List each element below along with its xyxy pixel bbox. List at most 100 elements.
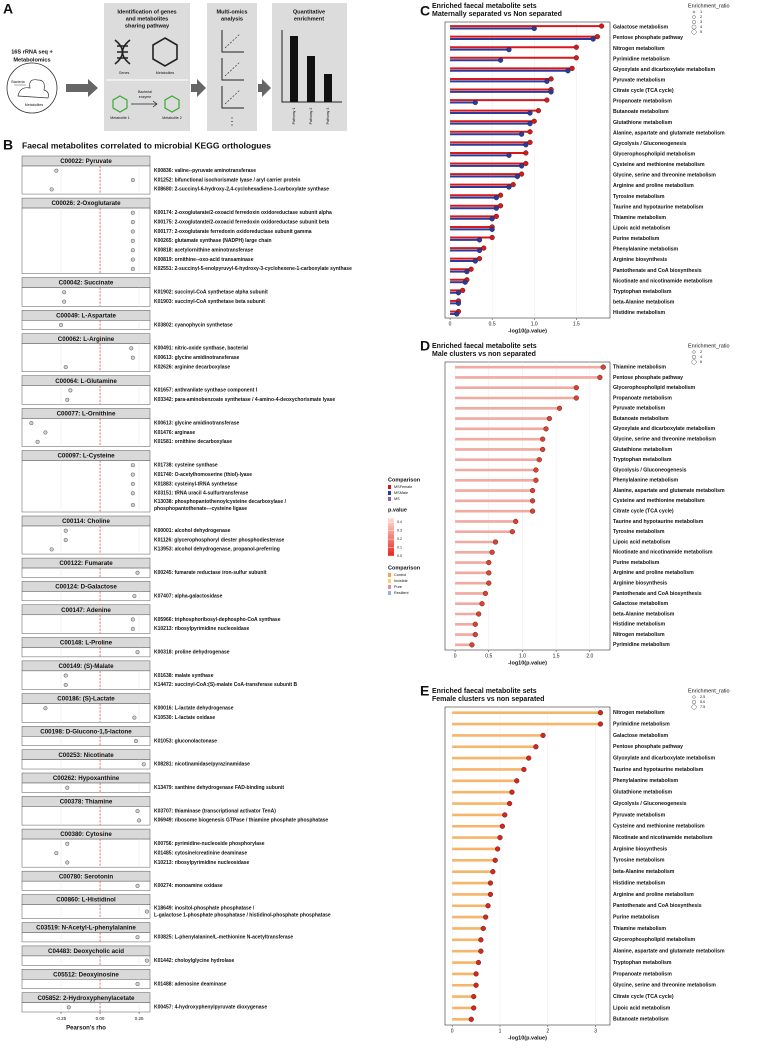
legend-swatch [388,585,391,589]
facet-panel [21,567,151,578]
category-label: Arginine biosynthesis [613,257,667,263]
point [65,860,70,865]
gene-label: K00457: 4-hydroxyphenylpyruvate dioxygen… [154,1005,267,1011]
point [135,935,140,940]
legend-label: MS [394,497,400,501]
facet-label: C00114: Choline [62,518,110,525]
category-label: Thiamine metabolism [613,215,666,221]
size-key [691,354,697,360]
size-key [692,15,696,19]
category-label: Nitrogen metabolism [613,632,665,638]
molecule-icon [152,37,178,67]
category-label: Butanoate metabolism [613,1017,669,1023]
facet-panel [21,782,151,793]
dot [469,642,475,648]
dot [521,766,527,773]
label: Metabolite 2 [162,116,182,120]
gene-label: K01053: gluconolactonase [154,738,217,744]
facet-panel [21,287,151,307]
dot [493,213,499,219]
category-label: Tryptophan metabolism [613,457,672,463]
facet-label: C00378: Thiamine [60,799,113,806]
chart-title: Enriched faecal metabolite sets [432,3,537,10]
category-label: Propanoate metabolism [613,971,672,977]
dot [544,78,550,84]
facet-panel [21,460,151,513]
category-label: Glycolysis / Gluconeogenesis [613,467,687,473]
dot [527,129,533,135]
gene-label: K00613: glycine amidinotransferase [154,420,240,426]
facet-label: C00380: Cytosine [60,831,112,838]
gene-label: K07407: alpha-galactosidase [154,593,223,599]
dot [527,110,533,116]
dot [493,205,499,211]
dot [529,487,536,494]
point [130,472,135,477]
category-label: Tyrosine metabolism [613,194,665,200]
color-label: 0.0 [397,554,402,558]
point [129,346,134,351]
dot [533,467,539,473]
size-key [692,20,696,24]
point [130,502,135,507]
gene-label: K01638: malate synthase [154,673,214,679]
category-label: Glutathione metabolism [613,790,672,796]
label: Pathway 2 [309,108,313,125]
point [43,706,48,711]
gene-label: K10530: L-lactate oxidase [154,715,215,721]
category-label: Lipoic acid metabolism [613,226,671,232]
facet-label: C00026: 2-Oxoglutarate [51,200,121,207]
legend-title: Comparison [388,565,421,571]
facet-label: C00149: (S)-Malate [58,663,114,670]
dot [490,869,496,875]
point [144,958,149,963]
facet-panel [21,591,151,602]
x-tick-label: 0.25 [135,1016,144,1021]
size-key [691,699,697,705]
facet-label: C00022: Pyruvate [60,158,112,165]
facet-panel [21,759,151,770]
facet-panel [21,806,151,826]
legend-title: Enrichment_ratio [688,688,730,694]
dot [535,108,542,114]
dot [533,744,539,750]
facet-panel [21,320,151,330]
axis-icon [281,30,342,103]
gene-label: K03802: cyanophycin synthetase [154,322,233,328]
category-label: Alanine, aspartate and glutamate metabol… [613,130,725,136]
gene-label: K00491: nitric-oxide synthase, bacterial [154,346,249,352]
dot [478,948,484,954]
facet-label: C00780: Serotonin [59,873,114,880]
category-label: Arginine and proline metabolism [613,183,694,189]
dot [476,256,483,262]
dot [481,245,487,251]
size-key [691,24,697,30]
size-label: 5 [700,30,702,34]
gene-label: K00613: glycine amidinotransferase [154,355,240,361]
size-label: 2 [700,350,702,354]
color-label: 0.3 [397,529,402,533]
category-label: Citrate cycle (TCA cycle) [613,509,674,515]
legend-label: Resilient [394,591,410,595]
facet-label: C00049: L-Aspartate [56,312,116,319]
point [130,257,135,262]
size-key [692,350,696,354]
bar-icon [324,74,332,102]
facet-panel [21,343,151,372]
dot [519,163,525,169]
category-label: Arginine biosynthesis [613,581,667,587]
point [49,187,54,192]
legend-title: Enrichment_ratio [688,3,730,9]
dot [600,364,606,370]
category-label: Glutathione metabolism [613,120,672,126]
category-label: Tyrosine metabolism [613,858,665,864]
x-tick-label: 0.00 [96,1016,105,1021]
size-label: 2 [700,15,702,19]
category-label: Taurine and hypotaurine metabolism [613,767,704,773]
gene-label: K01485: cytosine/creatinine deaminase [154,850,247,856]
legend-title: Comparison [388,477,421,483]
gene-label: K10213: ribosylpyrimidine nucleosidase [154,860,250,866]
point [130,229,135,234]
x-tick-label: 2.0 [586,653,593,659]
point [65,841,70,846]
